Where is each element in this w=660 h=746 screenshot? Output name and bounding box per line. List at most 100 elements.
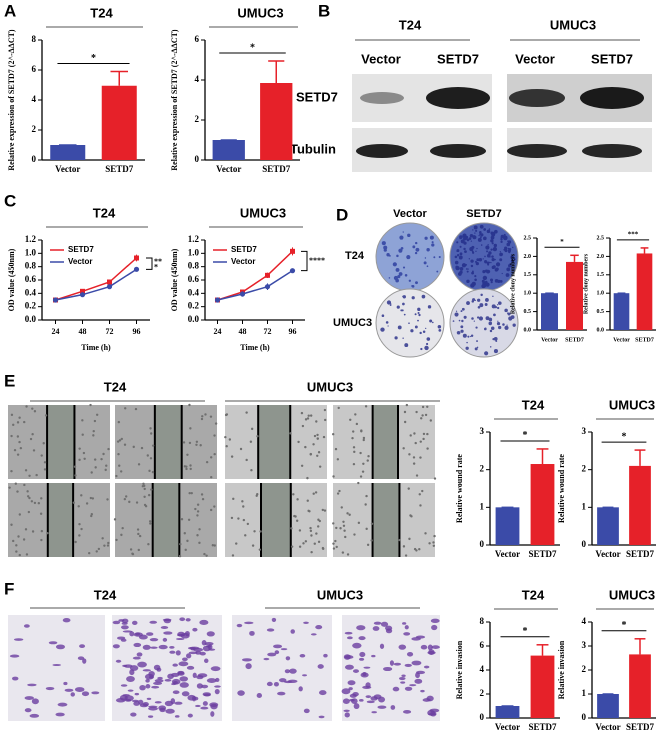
cell: [290, 527, 293, 530]
colony-dot: [483, 327, 487, 331]
cell: [353, 450, 356, 454]
colony-dot: [507, 247, 510, 250]
colony-dot: [482, 270, 486, 274]
cell: [409, 514, 412, 517]
bar: [212, 140, 245, 160]
cell: [120, 437, 124, 441]
panel-label: E: [4, 371, 15, 390]
invading-cell: [283, 680, 293, 684]
cell: [349, 418, 352, 421]
cell: [151, 470, 155, 474]
colony-dot: [475, 261, 479, 266]
colony-dot: [390, 303, 392, 305]
colony-dot: [468, 258, 471, 260]
invading-cell: [358, 657, 365, 661]
invading-cell: [347, 680, 356, 686]
invading-cell: [179, 617, 186, 622]
colony-dot: [498, 325, 502, 330]
invasion-image: [8, 615, 440, 721]
invading-cell: [404, 686, 413, 691]
cell: [44, 414, 48, 417]
y-tick-label: 8: [480, 616, 485, 626]
cell: [209, 508, 213, 512]
cell: [27, 510, 31, 514]
colony-dot: [396, 254, 399, 258]
colony-dot: [473, 320, 475, 322]
cell: [296, 498, 299, 501]
colony-dot: [393, 275, 398, 281]
cell: [409, 434, 412, 437]
bar: [495, 706, 520, 718]
wound-gap: [261, 483, 291, 557]
cell: [228, 438, 232, 441]
colony-dot: [461, 307, 465, 311]
invading-cell: [112, 644, 120, 649]
invading-cell: [115, 659, 122, 663]
invading-cell: [409, 684, 417, 687]
colony-dot: [470, 334, 474, 337]
invading-cell: [70, 692, 75, 697]
colony-dot: [466, 238, 470, 242]
cell: [251, 544, 255, 547]
cell: [213, 452, 216, 456]
cell: [403, 420, 407, 424]
cell: [334, 447, 338, 451]
colony-row: T24: [345, 250, 365, 262]
invading-cell: [210, 666, 221, 672]
cell: [149, 427, 152, 430]
significance: *: [250, 42, 255, 53]
colony-dot: [420, 347, 423, 351]
cell: [335, 545, 338, 549]
cell: [15, 544, 18, 547]
y-tick-label: 2: [582, 664, 587, 674]
invading-cell: [179, 682, 189, 688]
cell: [26, 490, 29, 493]
y-axis-label: Relative expression of SETD7 (2^-ΔΔCT): [170, 29, 179, 171]
invading-cell: [148, 675, 154, 679]
invading-cell: [204, 642, 214, 646]
cell: [307, 414, 310, 417]
invading-cell: [142, 644, 151, 650]
colony-dot: [414, 251, 418, 255]
wound-gap: [154, 405, 182, 479]
chart-title: T24: [90, 5, 113, 20]
invading-cell: [192, 672, 197, 679]
cell: [332, 522, 335, 525]
colony-dot: [478, 258, 483, 262]
colony-dot: [492, 231, 496, 235]
cell: [186, 453, 189, 456]
invading-cell: [203, 693, 211, 697]
invading-cell: [169, 650, 176, 654]
y-tick-label: 0.0: [188, 314, 200, 324]
invading-cell: [414, 678, 423, 684]
colony-dot: [488, 228, 491, 230]
cell: [414, 441, 417, 445]
invading-cell: [186, 653, 192, 659]
invading-cell: [404, 625, 409, 630]
cell: [352, 430, 355, 433]
invading-cell: [303, 708, 310, 714]
invading-cell: [172, 663, 178, 667]
colony-dot: [426, 265, 429, 268]
cell: [301, 424, 305, 428]
invading-cell: [149, 638, 159, 642]
invading-cell: [112, 620, 121, 625]
colony-dot: [470, 259, 474, 263]
invading-cell: [302, 674, 307, 677]
invading-cell: [298, 686, 303, 692]
invading-cell: [274, 650, 280, 655]
panel-label: B: [318, 1, 330, 20]
invading-cell: [341, 688, 351, 695]
cell: [362, 436, 366, 440]
colony-group: SETD7: [466, 208, 501, 220]
colony-dot: [397, 275, 401, 279]
invading-cell: [342, 698, 350, 704]
cell: [412, 456, 416, 459]
cell: [343, 529, 346, 532]
invading-cell: [214, 688, 220, 695]
colony-dot: [406, 255, 411, 260]
y-tick-label: 0.8: [188, 261, 200, 271]
invading-cell: [403, 710, 412, 714]
colony-dot: [486, 250, 489, 253]
cell: [235, 542, 238, 545]
